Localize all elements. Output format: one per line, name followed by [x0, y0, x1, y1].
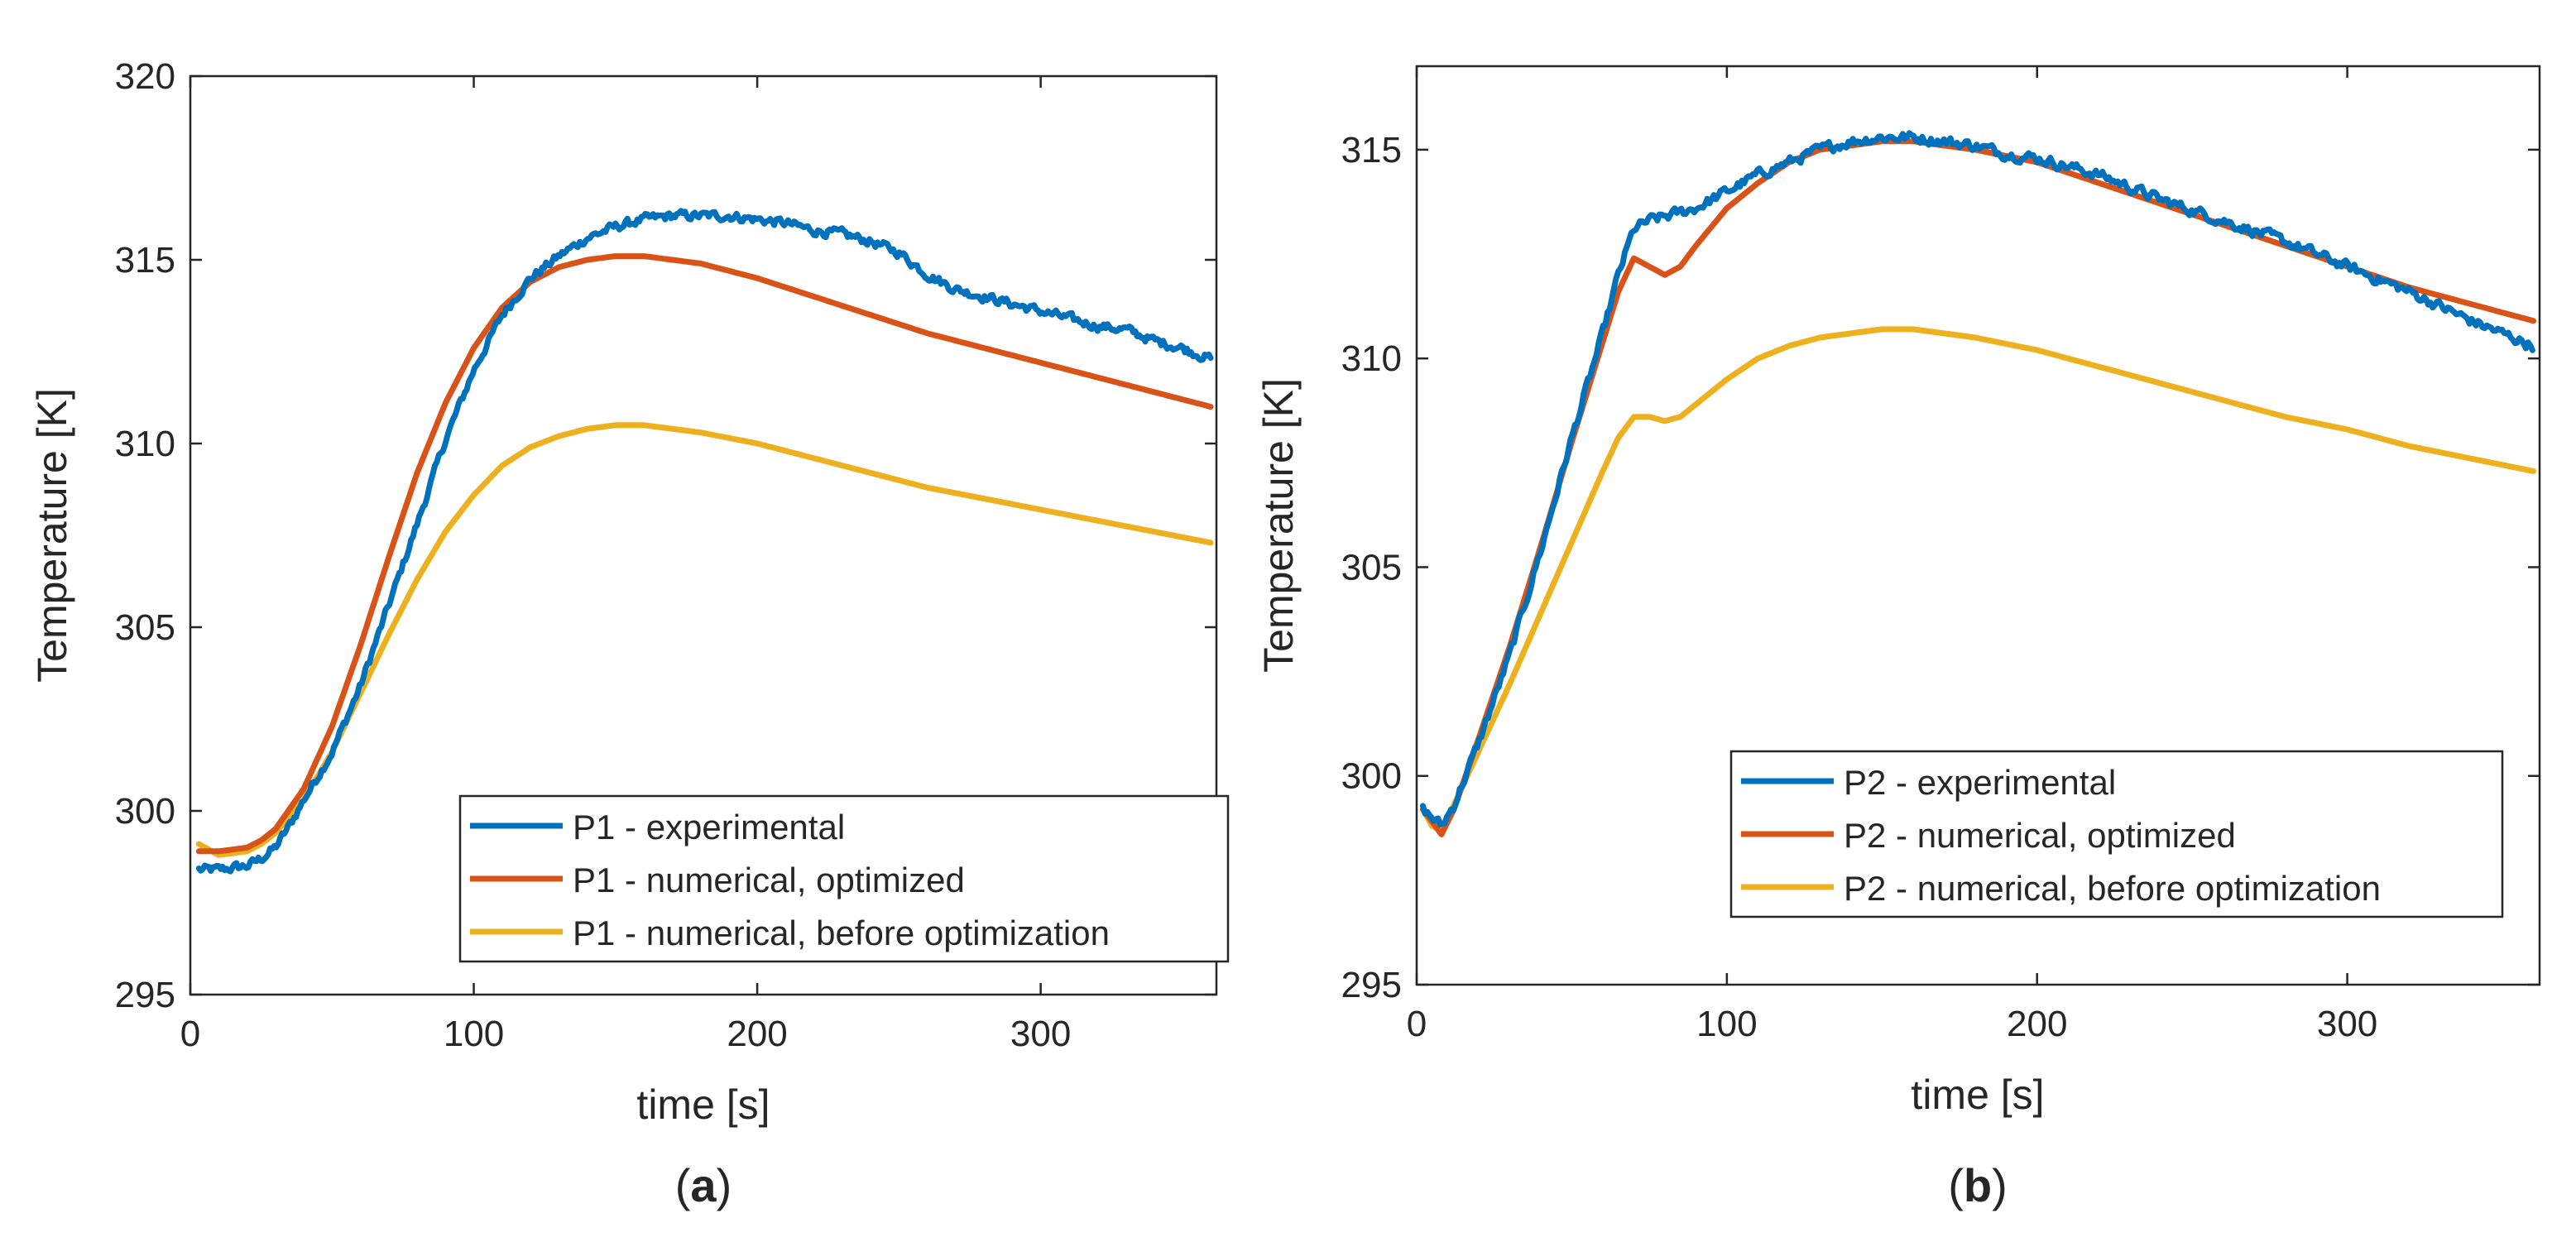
x-tick-label: 200	[2007, 1004, 2067, 1044]
series-line-p2-experimental	[1420, 130, 2535, 827]
panel-b-xlabel: time [s]	[1911, 1072, 2044, 1118]
series-line-p1-experimental	[195, 208, 1214, 875]
panel-b-legend-box	[1729, 750, 2504, 918]
y-tick-label: 305	[115, 607, 175, 648]
panel-a-series	[195, 208, 1214, 875]
y-tick-label: 310	[115, 424, 175, 464]
panel-b-label-letter: b	[1964, 1159, 1992, 1211]
panel-a-label-letter: a	[690, 1159, 717, 1211]
panel-a-legend-label-2: P1 - numerical, optimized	[573, 861, 965, 899]
panel-a-yticks: 295 300 305 310 315 320	[115, 56, 1216, 1015]
panel-b-label-close: )	[1992, 1159, 2008, 1211]
panel-a-ylabel: Temperature [K]	[29, 388, 75, 683]
panel-a-plot: 295 300 305 310 315 320 0 100 200 300 time [s] T…	[29, 56, 1230, 1128]
panel-b-ylabel: Temperature [K]	[1255, 378, 1302, 673]
x-tick-label: 300	[2317, 1004, 2377, 1044]
panel-a-label-close: )	[717, 1159, 732, 1211]
panel-a-legend-box	[458, 794, 1230, 963]
x-tick-label: 0	[180, 1014, 200, 1054]
x-tick-label: 0	[1407, 1004, 1427, 1044]
panel-b-label-open: (	[1948, 1159, 1964, 1211]
panel-b: 295 300 305 310 315 0 100 200 300 time [s] Temp…	[1255, 65, 2541, 1211]
panel-b-legend: P2 - experimental P2 - numerical, optimi…	[1729, 750, 2504, 918]
panel-b-label: (b)	[1948, 1159, 2008, 1211]
y-tick-label: 310	[1341, 338, 1402, 379]
y-tick-label: 300	[115, 791, 175, 832]
y-tick-label: 295	[1341, 965, 1402, 1005]
panel-b-series	[1420, 130, 2536, 837]
panel-a: 295 300 305 310 315 320 0 100 200 300 time [s] T…	[29, 56, 1230, 1211]
series-line-p1-numerical-optimized	[195, 253, 1214, 855]
panel-b-yticks: 295 300 305 310 315	[1341, 130, 2540, 1005]
x-tick-label: 100	[444, 1014, 504, 1054]
panel-b-legend-label-3: P2 - numerical, before optimization	[1844, 869, 2381, 908]
series-line-p2-numerical-before-optimization	[1420, 326, 2536, 833]
x-tick-label: 200	[727, 1014, 787, 1054]
x-tick-label: 300	[1010, 1014, 1071, 1054]
y-tick-label: 315	[1341, 130, 1402, 170]
x-tick-label: 100	[1696, 1004, 1757, 1044]
panel-a-xlabel: time [s]	[636, 1081, 770, 1128]
panel-b-plot: 295 300 305 310 315 0 100 200 300 time [s] Temp…	[1255, 65, 2541, 1118]
panel-a-legend-label-1: P1 - experimental	[573, 808, 845, 846]
y-tick-label: 295	[115, 975, 175, 1015]
y-tick-label: 315	[115, 240, 175, 281]
series-line-p1-numerical-before-optimization	[195, 422, 1214, 858]
panel-a-xticks: 0 100 200 300	[180, 76, 1071, 1054]
y-tick-label: 320	[115, 56, 175, 97]
panel-a-label: (a)	[675, 1159, 732, 1211]
panel-a-legend-label-3: P1 - numerical, before optimization	[573, 914, 1110, 952]
y-tick-label: 305	[1341, 547, 1402, 587]
panel-b-legend-label-1: P2 - experimental	[1844, 763, 2116, 802]
panel-b-xticks: 0 100 200 300	[1407, 66, 2377, 1044]
y-tick-label: 300	[1341, 756, 1402, 797]
panel-a-legend: P1 - experimental P1 - numerical, optimi…	[458, 794, 1230, 963]
panel-b-legend-label-2: P2 - numerical, optimized	[1844, 816, 2236, 855]
panel-a-label-open: (	[675, 1159, 691, 1211]
